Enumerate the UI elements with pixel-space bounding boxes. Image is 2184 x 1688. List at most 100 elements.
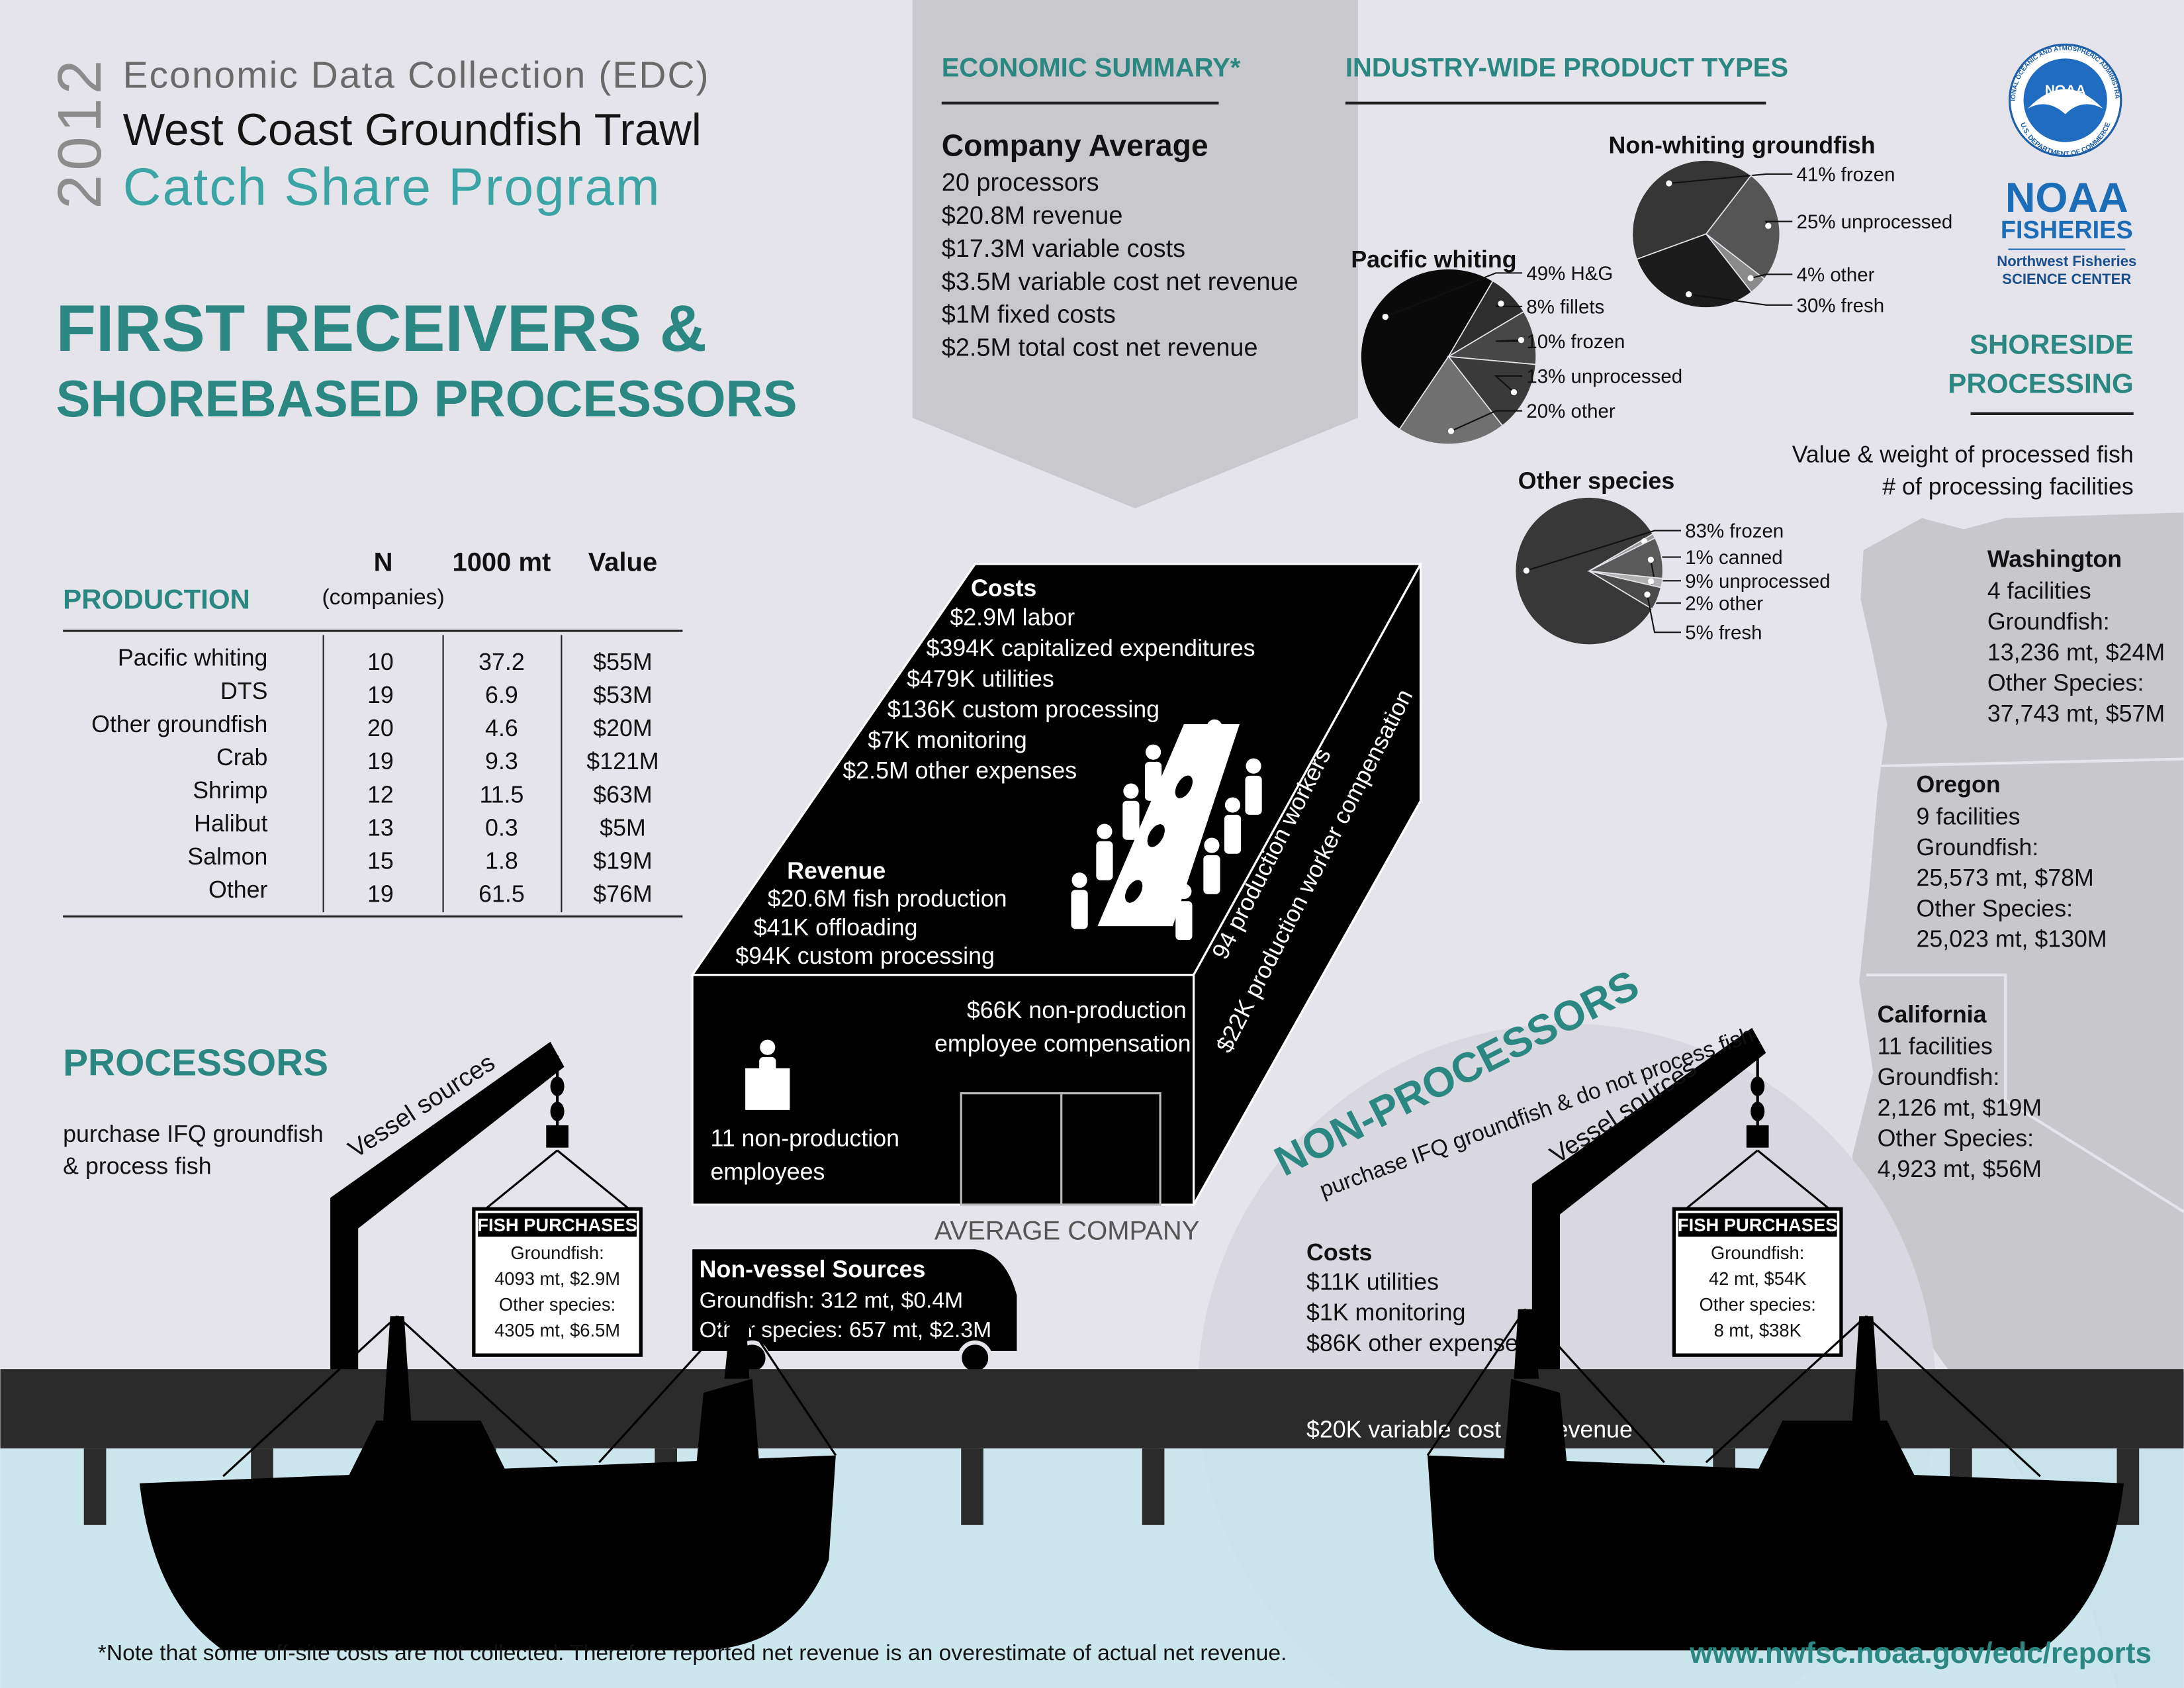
- dock-pillar: [83, 1448, 107, 1525]
- slice-label: 2% other: [1685, 593, 1763, 615]
- person-icon: [1123, 783, 1139, 799]
- pie-title: Non-whiting groundfish: [1609, 132, 1876, 158]
- section-heading: INDUSTRY-WIDE PRODUCT TYPES: [1345, 54, 1788, 83]
- summary-item: $2.5M total cost net revenue: [942, 334, 1258, 362]
- slice-label: 8% fillets: [1526, 296, 1604, 318]
- leader-dot: [1523, 567, 1529, 574]
- row-label: Other groundfish: [91, 711, 267, 737]
- cell: 1.8: [485, 847, 518, 874]
- costs-item: $1K monitoring: [1306, 1299, 1465, 1326]
- fish-icon: [1175, 775, 1193, 798]
- header-line: West Coast Groundfish Trawl: [123, 105, 702, 155]
- pie-slice: [1398, 355, 1504, 445]
- state-border: [1866, 757, 2184, 1213]
- conveyor: [1097, 724, 1240, 927]
- cell: $121M: [586, 748, 659, 774]
- pie-slice: [1514, 496, 1654, 645]
- leader-line: [1750, 273, 1793, 279]
- state-name: Oregon: [1917, 771, 2001, 798]
- person-icon: [1146, 744, 1161, 760]
- section-heading: SHORESIDE: [1970, 328, 2134, 359]
- slice-label: 13% unprocessed: [1526, 366, 1682, 388]
- cell: 12: [367, 781, 394, 808]
- state-line: 11 facilities: [1878, 1033, 1993, 1060]
- state-line: 4,923 mt, $56M: [1878, 1156, 2042, 1182]
- ship-hull: [139, 1455, 836, 1651]
- cell: 13: [367, 814, 394, 841]
- ship-rigging: [222, 1308, 837, 1477]
- crane-block: [546, 1125, 569, 1148]
- state-line: 25,023 mt, $130M: [1917, 926, 2107, 953]
- cell: $55M: [593, 649, 652, 675]
- main-title: FIRST RECEIVERS &: [56, 291, 707, 365]
- person-icon: [760, 1039, 776, 1055]
- ship-rigging: [1426, 1308, 2041, 1477]
- box-label: AVERAGE COMPANY: [934, 1217, 1200, 1246]
- cell: $76M: [593, 881, 652, 908]
- person-icon: [1122, 800, 1140, 840]
- leader-line: [1494, 375, 1523, 393]
- leader-dot: [1518, 337, 1525, 344]
- cell: $5M: [600, 814, 646, 841]
- cell: 10: [367, 649, 394, 675]
- purchase-line: 4305 mt, $6.5M: [494, 1320, 620, 1340]
- pie-slice: [1705, 174, 1781, 280]
- row-label: Salmon: [187, 843, 267, 870]
- person-icon: [1144, 761, 1162, 801]
- logo-text: NOAA: [2045, 83, 2086, 98]
- slice-label: 1% canned: [1685, 547, 1782, 569]
- dock-pillar: [961, 1448, 983, 1525]
- slice-label: 20% other: [1526, 400, 1615, 422]
- summary-item: $17.3M variable costs: [942, 235, 1185, 263]
- section-heading: PROCESSORS: [63, 1042, 328, 1084]
- pie-slice: [1447, 355, 1537, 427]
- desc: purchase IFQ groundfish: [63, 1121, 323, 1147]
- footer-url: www.nwfsc.noaa.gov/edc/reports: [1689, 1637, 2152, 1669]
- leader-line: [1385, 272, 1523, 318]
- row-label: Other: [208, 876, 268, 903]
- slice-label: 5% fresh: [1685, 622, 1762, 644]
- box-item: $94K custom processing: [735, 943, 994, 969]
- ship-cabin: [1754, 1316, 1915, 1477]
- summary-item: 20 processors: [942, 169, 1099, 197]
- purchase-line: Groundfish:: [510, 1243, 604, 1263]
- agency-sub: FISHERIES: [2001, 216, 2133, 244]
- agency-name: NOAA: [2005, 175, 2128, 221]
- summary-banner: [912, 0, 1358, 508]
- fish-icon: [1147, 824, 1165, 847]
- leader-line: [1646, 594, 1681, 633]
- purchase-line: Groundfish:: [1711, 1243, 1804, 1263]
- leader-line: [1668, 173, 1793, 185]
- state-line: Other Species:: [1878, 1125, 2034, 1152]
- pie-slice: [1588, 570, 1662, 610]
- net-revenue: $20K variable cost net revenue: [1306, 1416, 1633, 1442]
- cell: 19: [367, 881, 394, 908]
- box-item: $136K custom processing: [887, 696, 1160, 723]
- pie-title: Other species: [1518, 467, 1674, 494]
- slice-label: 49% H&G: [1526, 263, 1613, 285]
- center-name: Northwest Fisheries: [1997, 253, 2136, 269]
- box-item: employees: [711, 1158, 825, 1185]
- cell: 19: [367, 682, 394, 708]
- state-name: Washington: [1987, 545, 2122, 572]
- pie-title: Pacific whiting: [1351, 246, 1516, 273]
- purchase-box-title-bar: [478, 1213, 637, 1237]
- person-icon: [1206, 736, 1223, 776]
- center-name: SCIENCE CENTER: [2002, 271, 2131, 287]
- leader-dot: [1747, 275, 1754, 281]
- state-line: Groundfish:: [1917, 834, 2039, 861]
- purchase-line: Other species:: [1700, 1294, 1816, 1315]
- year: 2012: [45, 56, 114, 209]
- fish-icon: [1124, 880, 1143, 903]
- box-item: 11 non-production: [711, 1125, 900, 1152]
- person-icon: [1176, 883, 1192, 900]
- box-heading: Costs: [971, 575, 1036, 601]
- slice-label: 83% frozen: [1685, 520, 1784, 542]
- crane-sling: [1682, 1149, 1834, 1213]
- column-header: Value: [588, 548, 657, 577]
- crane-block: [1746, 1125, 1769, 1148]
- person-icon: [1246, 758, 1261, 774]
- ship-gear: [696, 1309, 760, 1463]
- section-heading: PROCESSING: [1948, 367, 2133, 399]
